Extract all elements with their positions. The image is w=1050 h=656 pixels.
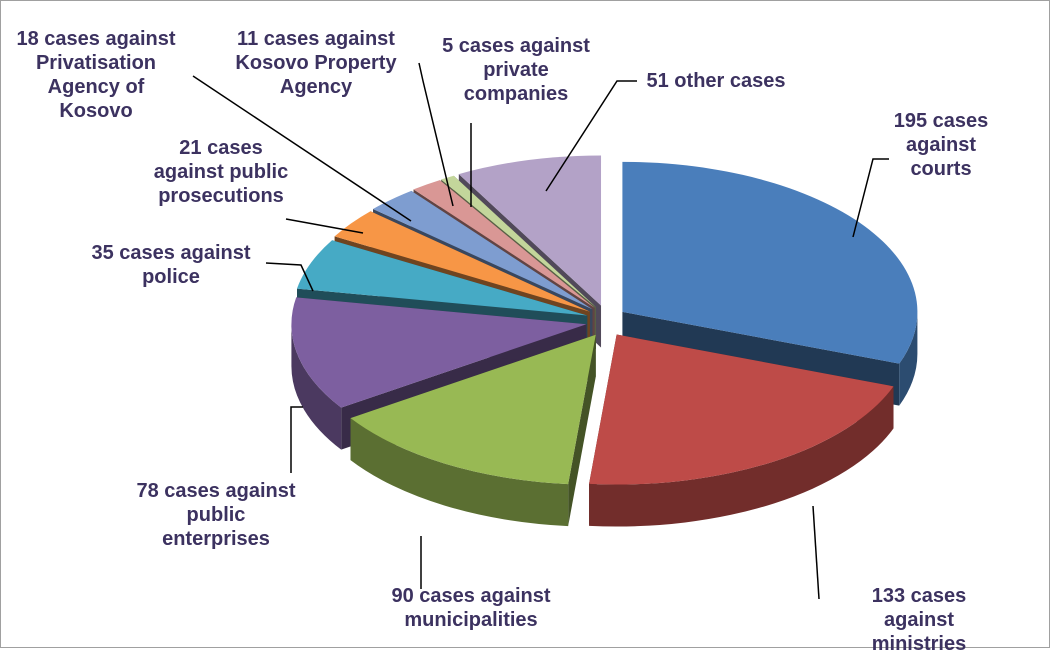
data-label: 21 cases against public prosecutions: [153, 137, 289, 207]
data-label: 78 cases against public enterprises: [136, 480, 296, 550]
data-label: 195 cases against courts: [893, 110, 989, 180]
leader-line: [265, 262, 314, 292]
data-label: 133 cases against ministries: [871, 585, 967, 655]
leader-line: [852, 158, 889, 238]
slice: [589, 334, 894, 485]
slice: [334, 211, 590, 312]
slice-side: [568, 334, 596, 527]
leader-line: [418, 62, 454, 207]
slice-wall: [350, 418, 569, 527]
slice: [458, 155, 602, 306]
leader-line: [290, 406, 303, 473]
slice: [291, 297, 587, 408]
slice: [296, 240, 588, 316]
leader-line: [545, 80, 637, 192]
slice: [350, 334, 596, 485]
data-label: 11 cases against Kosovo Property Agency: [235, 28, 397, 98]
data-label: 5 cases against private companies: [442, 35, 590, 105]
slice-wall: [899, 311, 918, 406]
leader-line: [812, 505, 820, 600]
slice: [373, 190, 593, 310]
slice: [622, 161, 918, 364]
slice-wall: [589, 386, 894, 527]
leader-line: [285, 218, 364, 234]
data-label: 35 cases against police: [91, 242, 251, 288]
data-label: 90 cases against municipalities: [391, 585, 551, 631]
slice: [413, 180, 595, 308]
data-label: 51 other cases: [646, 70, 786, 92]
leader-line: [192, 75, 412, 222]
data-label: 18 cases against Privatisation Agency of…: [16, 28, 176, 122]
slice-wall: [291, 324, 342, 450]
slice: [441, 175, 596, 308]
